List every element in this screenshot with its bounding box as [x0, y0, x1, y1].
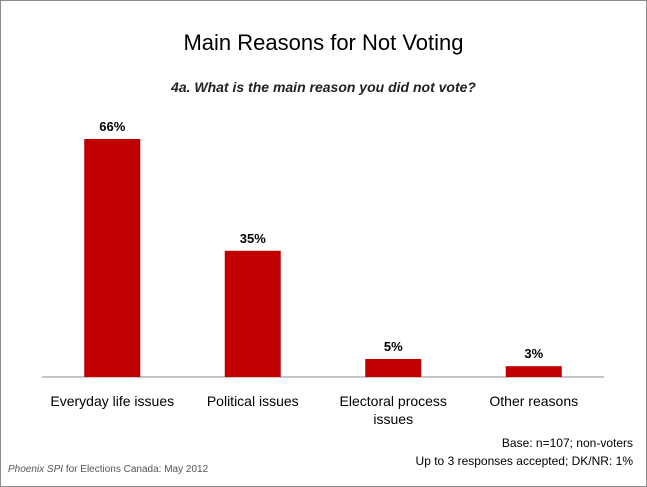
category-label-2: Electoral process issues [339, 393, 447, 427]
base-note: Base: n=107; non-voters [501, 436, 633, 450]
category-label-1: Political issues [206, 393, 299, 409]
chart-title: Main Reasons for Not Voting [183, 30, 464, 55]
category-label-3: Other reasons [489, 393, 579, 409]
source-firm: Phoenix SPI [8, 464, 64, 475]
responses-note: Up to 3 responses accepted; DK/NR: 1% [415, 454, 633, 468]
chart-subtitle: 4a. What is the main reason you did not … [171, 79, 476, 95]
source-note: Phoenix SPI for Elections Canada: May 20… [8, 464, 208, 475]
category-label-0: Everyday life issues [50, 393, 175, 409]
bar-1 [224, 250, 281, 377]
data-label-2: 5% [384, 339, 403, 354]
bar-2 [365, 358, 422, 377]
data-label-1: 35% [240, 231, 266, 246]
base-notes: Base: n=107; non-voters Up to 3 response… [416, 434, 633, 470]
data-label-3: 3% [524, 346, 543, 361]
data-label-0: 66% [99, 119, 125, 134]
bar-0 [84, 139, 141, 377]
bar-3 [505, 366, 562, 377]
source-client: for Elections Canada: May 2012 [63, 464, 209, 475]
